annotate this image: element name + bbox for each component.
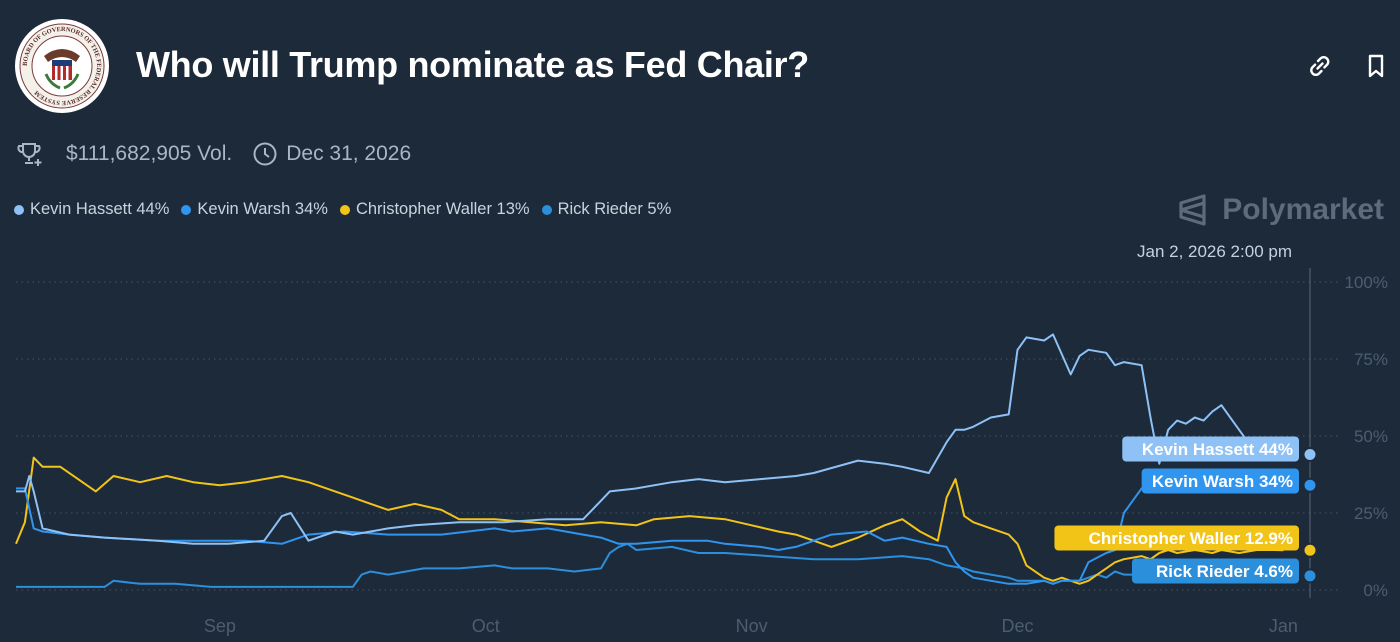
series-line-kevin-hassett[interactable]: [16, 333, 1284, 545]
y-tick-label: 25%: [1354, 504, 1388, 523]
series-tag-bg: [1054, 525, 1299, 551]
y-tick-label: 75%: [1354, 350, 1388, 369]
chart-legend: Kevin Hassett 44% Kevin Warsh 34% Christop…: [14, 200, 683, 219]
page-title: Who will Trump nominate as Fed Chair?: [136, 44, 809, 85]
series-tag-label: Kevin Warsh 34%: [1152, 472, 1293, 491]
end-date: Dec 31, 2026: [286, 142, 412, 165]
series-tag-bg: [1141, 468, 1299, 494]
federal-reserve-seal: BOARD OF GOVERNORS OF THE FEDERAL RESERV…: [15, 19, 109, 113]
x-tick-label: Dec: [1002, 616, 1034, 636]
series-end-marker: [1302, 446, 1318, 462]
y-tick-label: 50%: [1354, 427, 1388, 446]
polymarket-icon: [1179, 194, 1206, 226]
legend-dot: [339, 204, 350, 215]
series-end-marker: [1302, 477, 1318, 493]
series-end-marker: [1302, 568, 1318, 584]
series-tag-label: Rick Rieder 4.6%: [1156, 562, 1293, 581]
series-end-marker: [1302, 542, 1318, 558]
series-tag-bg: [1131, 558, 1299, 584]
x-tick-label: Nov: [736, 616, 768, 636]
brand-name: Polymarket: [1222, 193, 1384, 226]
legend-item[interactable]: Kevin Hassett 44%: [14, 200, 169, 219]
hover-date: Jan 2, 2026 2:00 pm: [1137, 242, 1292, 261]
series-tag-bg: [1122, 436, 1299, 462]
series-tag-label: Kevin Hassett 44%: [1142, 440, 1293, 459]
legend-item[interactable]: Christopher Waller 13%: [339, 200, 530, 219]
x-tick-label: Jan: [1269, 616, 1298, 636]
x-tick-label: Oct: [472, 616, 500, 636]
link-icon[interactable]: [1306, 52, 1334, 80]
legend-label: Rick Rieder 5%: [557, 200, 672, 218]
legend-label: Kevin Hassett 44%: [30, 200, 170, 218]
polymarket-logo: Polymarket: [1176, 193, 1384, 227]
volume: $111,682,905 Vol.: [66, 142, 233, 165]
y-tick-label: 100%: [1345, 273, 1388, 292]
clock-icon: [253, 142, 277, 166]
legend-item[interactable]: Rick Rieder 5%: [541, 200, 672, 219]
series-tag-label: Christopher Waller 12.9%: [1089, 529, 1293, 548]
y-tick-label: 0%: [1363, 581, 1388, 600]
bookmark-icon[interactable]: [1362, 52, 1390, 80]
legend-dot: [14, 204, 24, 215]
series-line-christopher-waller[interactable]: [15, 456, 1284, 585]
legend-label: Kevin Warsh 34%: [197, 200, 328, 218]
market-meta: $111,682,905 Vol. Dec 31, 2026: [16, 140, 411, 168]
legend-dot: [541, 204, 552, 215]
x-tick-label: Sep: [204, 616, 236, 636]
legend-label: Christopher Waller 13%: [355, 200, 530, 218]
legend-dot: [181, 204, 192, 215]
legend-item[interactable]: Kevin Warsh 34%: [181, 200, 328, 219]
trophy-icon: [17, 143, 42, 166]
